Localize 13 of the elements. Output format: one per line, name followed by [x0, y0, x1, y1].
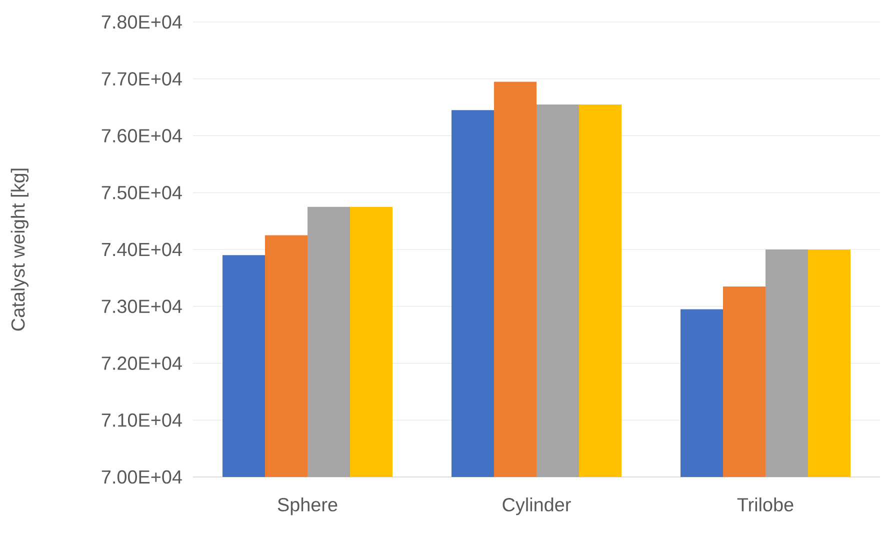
- y-tick-label: 7.30E+04: [102, 300, 182, 314]
- y-tick-label: 7.10E+04: [102, 413, 182, 427]
- y-tick-label: 7.70E+04: [102, 72, 182, 86]
- y-axis-title: Catalyst weight [kg]: [10, 168, 28, 331]
- x-tick-label: Sphere: [278, 497, 338, 516]
- y-tick-label: 7.60E+04: [102, 129, 182, 142]
- y-tick-label: 7.80E+04: [102, 15, 182, 29]
- y-tick-label: 7.20E+04: [102, 356, 182, 370]
- x-tick-label: Trilobe: [737, 497, 794, 512]
- y-tick-label: 7.00E+04: [102, 470, 182, 484]
- y-tick-label: 7.40E+04: [102, 242, 182, 256]
- y-tick-label: 7.50E+04: [102, 186, 182, 200]
- x-tick-label: Cylinder: [502, 497, 571, 516]
